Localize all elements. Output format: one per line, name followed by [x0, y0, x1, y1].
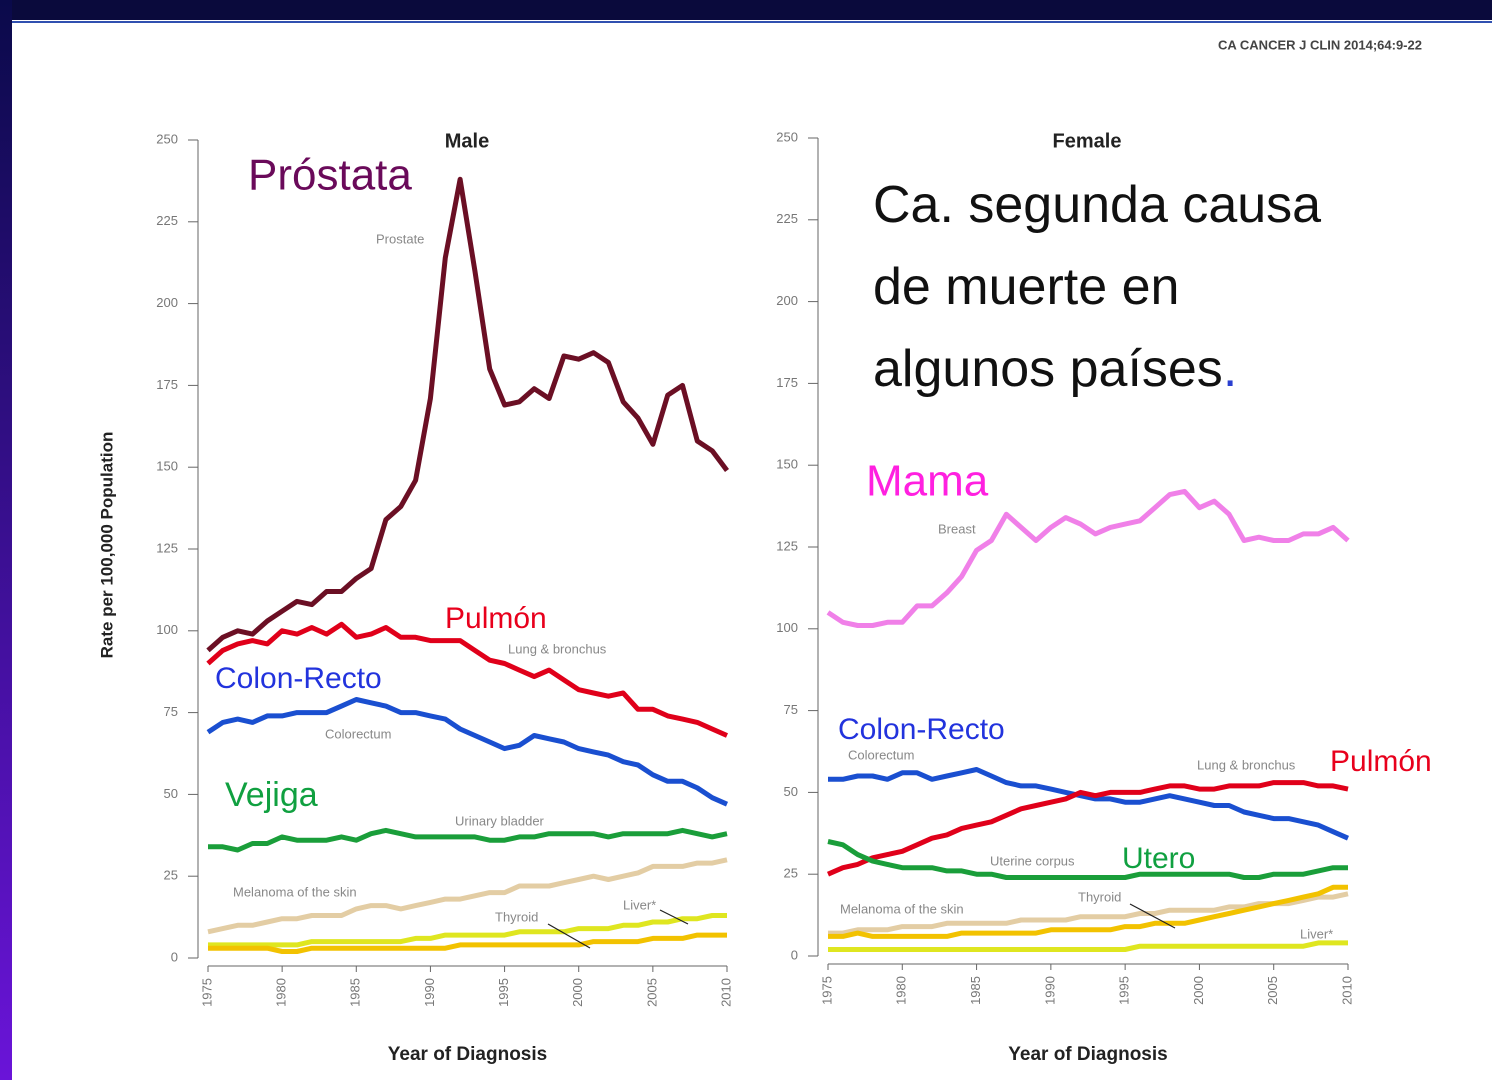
y-tick-label: 100 — [156, 622, 178, 637]
x-tick-label: 1985 — [348, 978, 363, 1007]
overlay-text: Ca. segunda causa de muerte en algunos paí… — [873, 176, 1321, 398]
x-tick-label: 1985 — [968, 976, 983, 1005]
annotation: Lung & bronchus — [1197, 757, 1296, 772]
annotation: Colorectum — [325, 726, 391, 741]
overlay-end: . — [1223, 340, 1237, 398]
annotation: Vejiga — [225, 776, 318, 814]
series-line — [206, 621, 729, 738]
y-tick-label: 75 — [164, 704, 178, 719]
annotation: Breast — [938, 521, 976, 536]
series-line — [827, 780, 1349, 877]
y-tick-label: 0 — [171, 949, 178, 964]
series-line — [828, 884, 1348, 939]
annotation: Liver* — [623, 897, 656, 912]
x-axis-label: Year of Diagnosis — [388, 1044, 547, 1065]
x-tick-label: 2010 — [1339, 976, 1354, 1005]
series-line — [208, 932, 727, 954]
y-tick-label: 250 — [156, 131, 178, 146]
y-tick-label: 100 — [776, 620, 798, 635]
x-tick-label: 2005 — [644, 978, 659, 1007]
y-tick-label: 175 — [156, 377, 178, 392]
leader-line — [659, 909, 689, 925]
annotation: Melanoma of the skin — [233, 884, 357, 899]
overlay-line-text: Ca. segunda causa — [873, 176, 1321, 234]
y-tick-label: 175 — [776, 375, 798, 390]
y-tick-label: 125 — [156, 540, 178, 555]
y-tick-label: 0 — [791, 947, 798, 962]
annotation: Thyroid — [495, 909, 538, 924]
x-tick-label: 1995 — [496, 978, 511, 1007]
side-bar — [0, 0, 12, 1080]
x-tick-label: 1990 — [1042, 976, 1057, 1005]
x-tick-label: 1980 — [274, 978, 289, 1007]
y-axis-label: Rate per 100,000 Population — [97, 432, 116, 659]
citation: CA CANCER J CLIN 2014;64:9-22 — [1218, 37, 1422, 52]
series-line — [208, 827, 728, 853]
y-tick-label: 25 — [164, 868, 178, 883]
y-tick-label: 225 — [156, 213, 178, 228]
series-line — [208, 913, 727, 948]
y-tick-label: 200 — [776, 293, 798, 308]
x-tick-label: 1975 — [819, 976, 834, 1005]
series-line — [827, 839, 1348, 880]
x-tick-label: 2000 — [1191, 976, 1206, 1005]
series-line — [206, 697, 729, 807]
annotation: Colorectum — [848, 747, 914, 762]
annotation: Utero — [1122, 842, 1195, 875]
y-tick-label: 200 — [156, 295, 178, 310]
series-line — [828, 891, 1349, 936]
chart-title: Female — [1053, 130, 1122, 152]
x-tick-label: 2005 — [1265, 976, 1280, 1005]
annotation: Urinary bladder — [455, 813, 545, 828]
y-tick-label: 125 — [776, 538, 798, 553]
x-tick-label: 1975 — [199, 978, 214, 1007]
series-line — [828, 940, 1348, 952]
y-tick-label: 25 — [784, 866, 798, 881]
x-tick-label: 2010 — [718, 978, 733, 1007]
x-tick-label: 1990 — [422, 978, 437, 1007]
overlay-line-text: de muerte en — [873, 258, 1179, 316]
annotation: Liver* — [1300, 926, 1333, 941]
x-tick-label: 2000 — [570, 978, 585, 1007]
top-bar — [0, 0, 1492, 20]
leader-line — [1129, 903, 1176, 929]
y-tick-label: 150 — [156, 459, 178, 474]
annotation: Prostate — [376, 231, 424, 246]
annotation: Melanoma of the skin — [840, 901, 964, 916]
x-axis-label: Year of Diagnosis — [1008, 1044, 1167, 1065]
series-line — [207, 857, 728, 935]
overlay-line: Ca. segunda causa — [873, 176, 1321, 234]
annotation: Mama — [866, 457, 989, 506]
overlay-line-text: algunos países — [873, 340, 1223, 398]
y-tick-label: 225 — [776, 211, 798, 226]
annotation: Pulmón — [1330, 745, 1432, 778]
annotation: Colon-Recto — [215, 662, 382, 695]
annotation: Pulmón — [445, 602, 547, 635]
annotation: Próstata — [248, 151, 412, 200]
annotation: Thyroid — [1078, 889, 1121, 904]
annotation: Uterine corpus — [990, 853, 1075, 868]
series-line — [206, 176, 729, 653]
y-tick-label: 150 — [776, 457, 798, 472]
x-tick-label: 1980 — [894, 976, 909, 1005]
annotation: Colon-Recto — [838, 713, 1005, 746]
overlay-line: de muerte en — [873, 258, 1179, 316]
series-line — [826, 488, 1350, 628]
overlay-line: algunos países. — [873, 340, 1237, 398]
y-tick-label: 75 — [784, 702, 798, 717]
annotation: Lung & bronchus — [508, 641, 607, 656]
y-tick-label: 250 — [776, 129, 798, 144]
y-tick-label: 50 — [784, 784, 798, 799]
x-tick-label: 1995 — [1117, 976, 1132, 1005]
leader-line — [547, 923, 591, 949]
series-line — [828, 767, 1349, 841]
y-tick-label: 50 — [164, 786, 178, 801]
chart-title: Male — [445, 130, 489, 152]
